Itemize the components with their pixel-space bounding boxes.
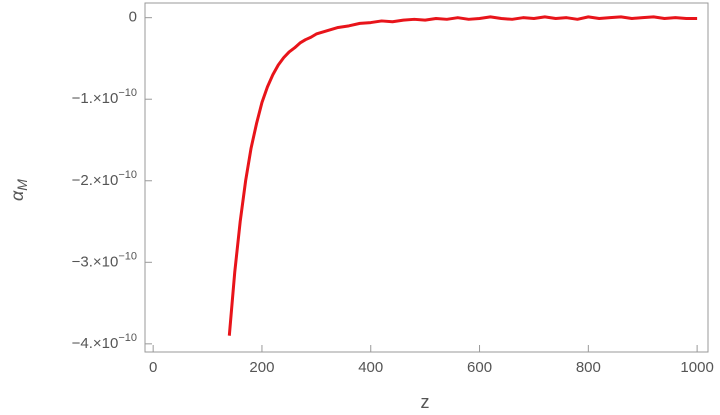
data-line — [227, 15, 698, 336]
y-axis-subscript: M — [14, 179, 30, 191]
y-tick-label: −1.×10−10 — [72, 87, 137, 107]
x-tick-label: 800 — [576, 359, 601, 376]
y-tick-exponent: −10 — [118, 169, 137, 181]
y-tick-exponent: −10 — [118, 250, 137, 262]
x-axis-label: z — [421, 392, 430, 412]
y-axis-label: αM — [7, 179, 30, 201]
x-tick-label: 1000 — [680, 359, 713, 376]
x-tick-label: 0 — [149, 359, 157, 376]
y-tick-exponent: −10 — [118, 87, 137, 99]
y-tick-exponent: −10 — [118, 332, 137, 344]
x-tick-label: 600 — [467, 359, 492, 376]
x-tick-label: 200 — [249, 359, 274, 376]
y-tick-label: −4.×10−10 — [72, 332, 137, 352]
y-axis-symbol: α — [7, 190, 27, 201]
y-tick-mantissa: −1.×10 — [72, 90, 119, 107]
y-tick-mantissa: −2.×10 — [72, 172, 119, 189]
y-tick-label: −3.×10−10 — [72, 250, 137, 270]
plot-frame — [144, 2, 709, 353]
y-tick-label: −2.×10−10 — [72, 169, 137, 189]
y-tick-mantissa: −4.×10 — [72, 335, 119, 352]
x-tick-label: 400 — [358, 359, 383, 376]
y-tick-mantissa: 0 — [129, 9, 137, 26]
y-tick-label: 0 — [129, 9, 137, 26]
y-tick-mantissa: −3.×10 — [72, 253, 119, 270]
